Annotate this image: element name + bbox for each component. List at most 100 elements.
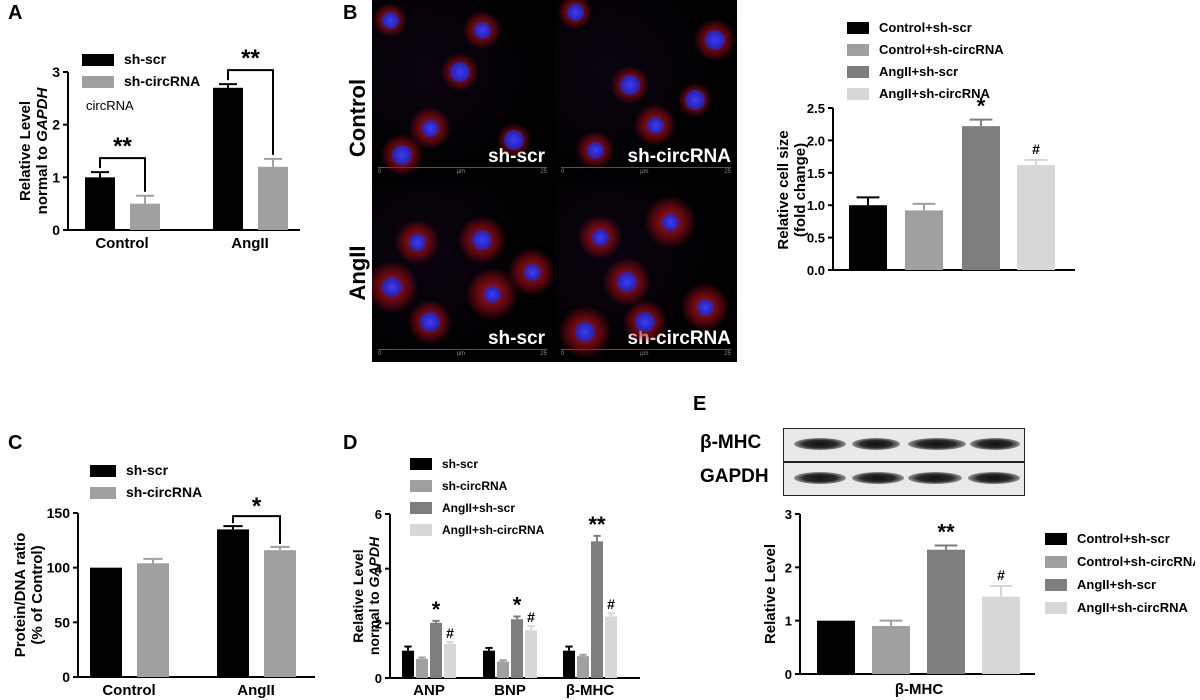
bar — [982, 596, 1020, 674]
scale-bar: 0 µm 25 — [378, 349, 547, 357]
panel-letter-e: E — [693, 393, 707, 415]
legend-label: sh-circRNA — [126, 484, 202, 500]
nucleus-blob — [483, 285, 501, 303]
nucleus-blob — [586, 141, 604, 159]
legend-label: sh-scr — [124, 51, 167, 67]
y-tick-label: 2.5 — [807, 101, 825, 116]
bar — [872, 626, 910, 674]
blot-band — [970, 438, 1020, 450]
legend-label: AngII+sh-scr — [879, 64, 958, 79]
x-tick-label: β-MHC — [566, 682, 614, 699]
significance-mark: * — [432, 597, 441, 622]
bar — [90, 567, 122, 677]
nucleus-blob — [620, 75, 640, 95]
nucleus-blob — [420, 312, 440, 332]
micrograph-control-sh-circrna: sh-circRNA 0 µm 25 — [555, 0, 737, 180]
nucleus-blob — [696, 298, 714, 316]
blot-band — [852, 438, 900, 450]
bar — [85, 177, 115, 230]
nucleus-blob — [381, 11, 399, 29]
panel-letter-d: D — [343, 432, 358, 454]
bar — [264, 550, 296, 677]
x-tick-label: β-MHC — [895, 681, 943, 698]
nucleus-blob — [575, 322, 595, 342]
legend-swatch — [90, 487, 116, 499]
significance-bracket — [227, 69, 274, 155]
blot-band — [968, 472, 1020, 484]
bar — [511, 619, 523, 678]
legend-label: Control+sh-scr — [879, 20, 972, 35]
blot-band — [794, 472, 846, 484]
y-axis-label: Relative Levelnormal to GAPDH — [17, 86, 51, 214]
blot-band — [794, 438, 846, 450]
chart-b: Control+sh-scr Control+sh-circRNA AngII+sh… — [775, 20, 1075, 278]
blot-gapdh — [783, 462, 1025, 496]
chart-e: 0 1 2 3 Relative Level ** # β-MHC Control+sh-scr… — [762, 507, 1195, 698]
blot-bmhc — [783, 428, 1025, 462]
nucleus-blob — [382, 277, 402, 297]
legend-swatch — [82, 54, 114, 66]
legend-label: AngII+sh-scr — [1077, 577, 1156, 592]
y-tick-label: 150 — [47, 505, 71, 521]
y-tick-label: 50 — [54, 614, 70, 630]
y-tick-label: 0 — [52, 222, 60, 238]
legend-swatch — [1045, 579, 1067, 591]
x-tick-label: Control — [95, 235, 148, 252]
y-tick-label: 1.5 — [807, 166, 825, 181]
row-label-control: Control — [345, 78, 370, 158]
bar — [217, 529, 249, 677]
bar — [497, 661, 509, 678]
legend-swatch — [847, 22, 869, 34]
significance-mark: # — [997, 567, 1005, 583]
y-axis-label: Protein/DNA ratio(% of Control) — [12, 533, 46, 657]
significance-mark: ** — [241, 45, 260, 72]
scale-bar: 0 µm 25 — [561, 349, 731, 357]
bar — [258, 166, 288, 230]
quadrant-label: sh-scr — [487, 328, 545, 349]
nucleus-blob — [705, 30, 725, 50]
bar — [591, 541, 603, 678]
chart-d: sh-scr sh-circRNA AngII+sh-scr AngII+sh-cir… — [350, 457, 640, 699]
nucleus-blob — [450, 62, 470, 82]
legend-label: AngII+sh-circRNA — [1077, 600, 1188, 615]
bar — [962, 126, 1000, 270]
y-tick-label: 2 — [375, 616, 382, 631]
y-axis-label: Relative Levelnormal to GAPDH — [350, 536, 382, 655]
y-tick-label: 0.0 — [807, 263, 825, 278]
blot-band — [908, 472, 962, 484]
significance-mark: * — [513, 593, 522, 618]
legend-swatch — [847, 66, 869, 78]
bar — [430, 622, 442, 678]
significance-mark: * — [977, 94, 986, 119]
significance-bracket — [99, 157, 146, 192]
nucleus-blob — [591, 228, 609, 246]
legend-note: circRNA — [86, 98, 134, 113]
nucleus-blob — [646, 116, 664, 134]
scale-bar: 0 µm 25 — [561, 167, 731, 175]
bar — [849, 205, 887, 270]
nucleus-blob — [617, 272, 637, 292]
bar — [444, 643, 456, 678]
bar — [130, 203, 160, 230]
bar — [927, 549, 965, 674]
nucleus-blob — [421, 119, 439, 137]
significance-mark: # — [1032, 141, 1040, 157]
legend-label: sh-circRNA — [124, 73, 200, 89]
significance-bracket — [232, 515, 281, 544]
y-tick-label: 1 — [785, 614, 792, 629]
micrograph-angii-sh-circrna: sh-circRNA 0 µm 25 — [555, 182, 737, 362]
x-tick-label: BNP — [494, 682, 526, 699]
legend-swatch — [90, 465, 116, 477]
bar — [402, 650, 414, 678]
significance-mark: ** — [937, 519, 955, 544]
nucleus-blob — [523, 263, 541, 281]
legend-swatch — [1045, 602, 1067, 614]
panel-letter-b: B — [343, 2, 358, 24]
bar — [577, 656, 589, 678]
legend-label: AngII+sh-circRNA — [442, 523, 545, 537]
bar — [416, 658, 428, 678]
bar — [137, 563, 169, 677]
